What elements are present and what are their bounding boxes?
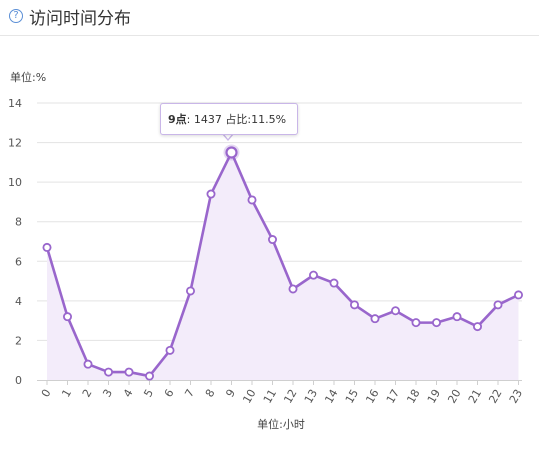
x-tick-label: 20 (445, 387, 463, 406)
x-tick-label: 15 (343, 387, 361, 406)
tooltip-label: 9点 (168, 113, 187, 126)
x-tick-label: 18 (404, 387, 422, 406)
x-tick-label: 16 (363, 387, 381, 406)
x-tick-label: 10 (240, 387, 258, 406)
y-tick-label: 10 (8, 176, 22, 189)
data-point (390, 306, 400, 316)
x-tick-label: 6 (162, 387, 177, 400)
x-tick-labels: 0 1 2 3 4 5 6 7 8 9 10 11 12 13 14 15 16 17 18 19 20 21 22 23 (39, 387, 525, 406)
y-tick-label: 8 (15, 216, 22, 229)
y-tick-label: 4 (15, 295, 22, 308)
data-point (124, 367, 134, 377)
x-tick-label: 1 (59, 387, 74, 400)
x-tick-label: 4 (121, 387, 136, 400)
y-tick-label: 12 (8, 137, 22, 150)
data-point (514, 290, 524, 300)
data-point (144, 371, 154, 381)
x-tick-label: 3 (100, 387, 115, 400)
panel-title: 访问时间分布 (29, 9, 131, 29)
data-point (83, 359, 93, 369)
x-axis (37, 380, 522, 385)
tooltip-share-label: 占比 (225, 113, 248, 126)
data-point (247, 195, 257, 205)
x-tick-label: 23 (507, 387, 525, 406)
y-tick-label: 2 (15, 334, 22, 347)
x-tick-label: 12 (281, 387, 299, 406)
x-tick-label: 19 (425, 387, 443, 406)
x-tick-label: 21 (466, 387, 484, 406)
x-tick-label: 7 (182, 387, 197, 400)
x-tick-label: 13 (302, 387, 320, 406)
data-point-highlighted (225, 146, 238, 159)
x-tick-label: 11 (261, 387, 279, 406)
x-tick-label: 22 (486, 387, 504, 406)
data-point (411, 318, 421, 328)
y-tick-label: 6 (15, 255, 22, 268)
data-point (206, 189, 216, 199)
data-tooltip: 9点: 1437 占比:11.5% (160, 103, 298, 135)
panel-header: ? 访问时间分布 (0, 0, 539, 36)
y-tick-labels: 0 2 4 6 8 10 12 14 (8, 97, 22, 387)
tooltip-count: 1437 (193, 113, 222, 126)
y-tick-label: 14 (8, 97, 22, 110)
data-point (329, 278, 339, 288)
data-point (472, 322, 482, 332)
y-tick-label: 0 (15, 374, 22, 387)
data-point (452, 312, 462, 322)
data-point (308, 270, 318, 280)
x-tick-label: 9 (223, 387, 238, 400)
x-axis-unit-label: 单位:小时 (257, 417, 305, 431)
x-tick-label: 14 (322, 387, 340, 406)
data-point (165, 345, 175, 355)
data-point (370, 314, 380, 324)
data-points (42, 144, 524, 381)
x-tick-label: 0 (39, 387, 54, 400)
data-point (185, 286, 195, 296)
data-point (63, 312, 73, 322)
x-tick-label: 8 (203, 387, 218, 400)
data-point (288, 284, 298, 294)
tooltip-arrow-inner (223, 133, 233, 139)
x-tick-label: 17 (384, 387, 402, 406)
y-axis-unit-label: 单位:% (10, 70, 46, 84)
x-tick-label: 2 (80, 387, 95, 400)
data-point (42, 242, 52, 252)
data-point (104, 367, 114, 377)
tooltip-share: 11.5% (251, 113, 287, 126)
x-tick-label: 5 (141, 387, 156, 400)
data-point (267, 235, 277, 245)
data-point (493, 300, 503, 310)
question-circle-icon[interactable]: ? (9, 9, 23, 23)
data-point (431, 318, 441, 328)
data-point (349, 300, 359, 310)
